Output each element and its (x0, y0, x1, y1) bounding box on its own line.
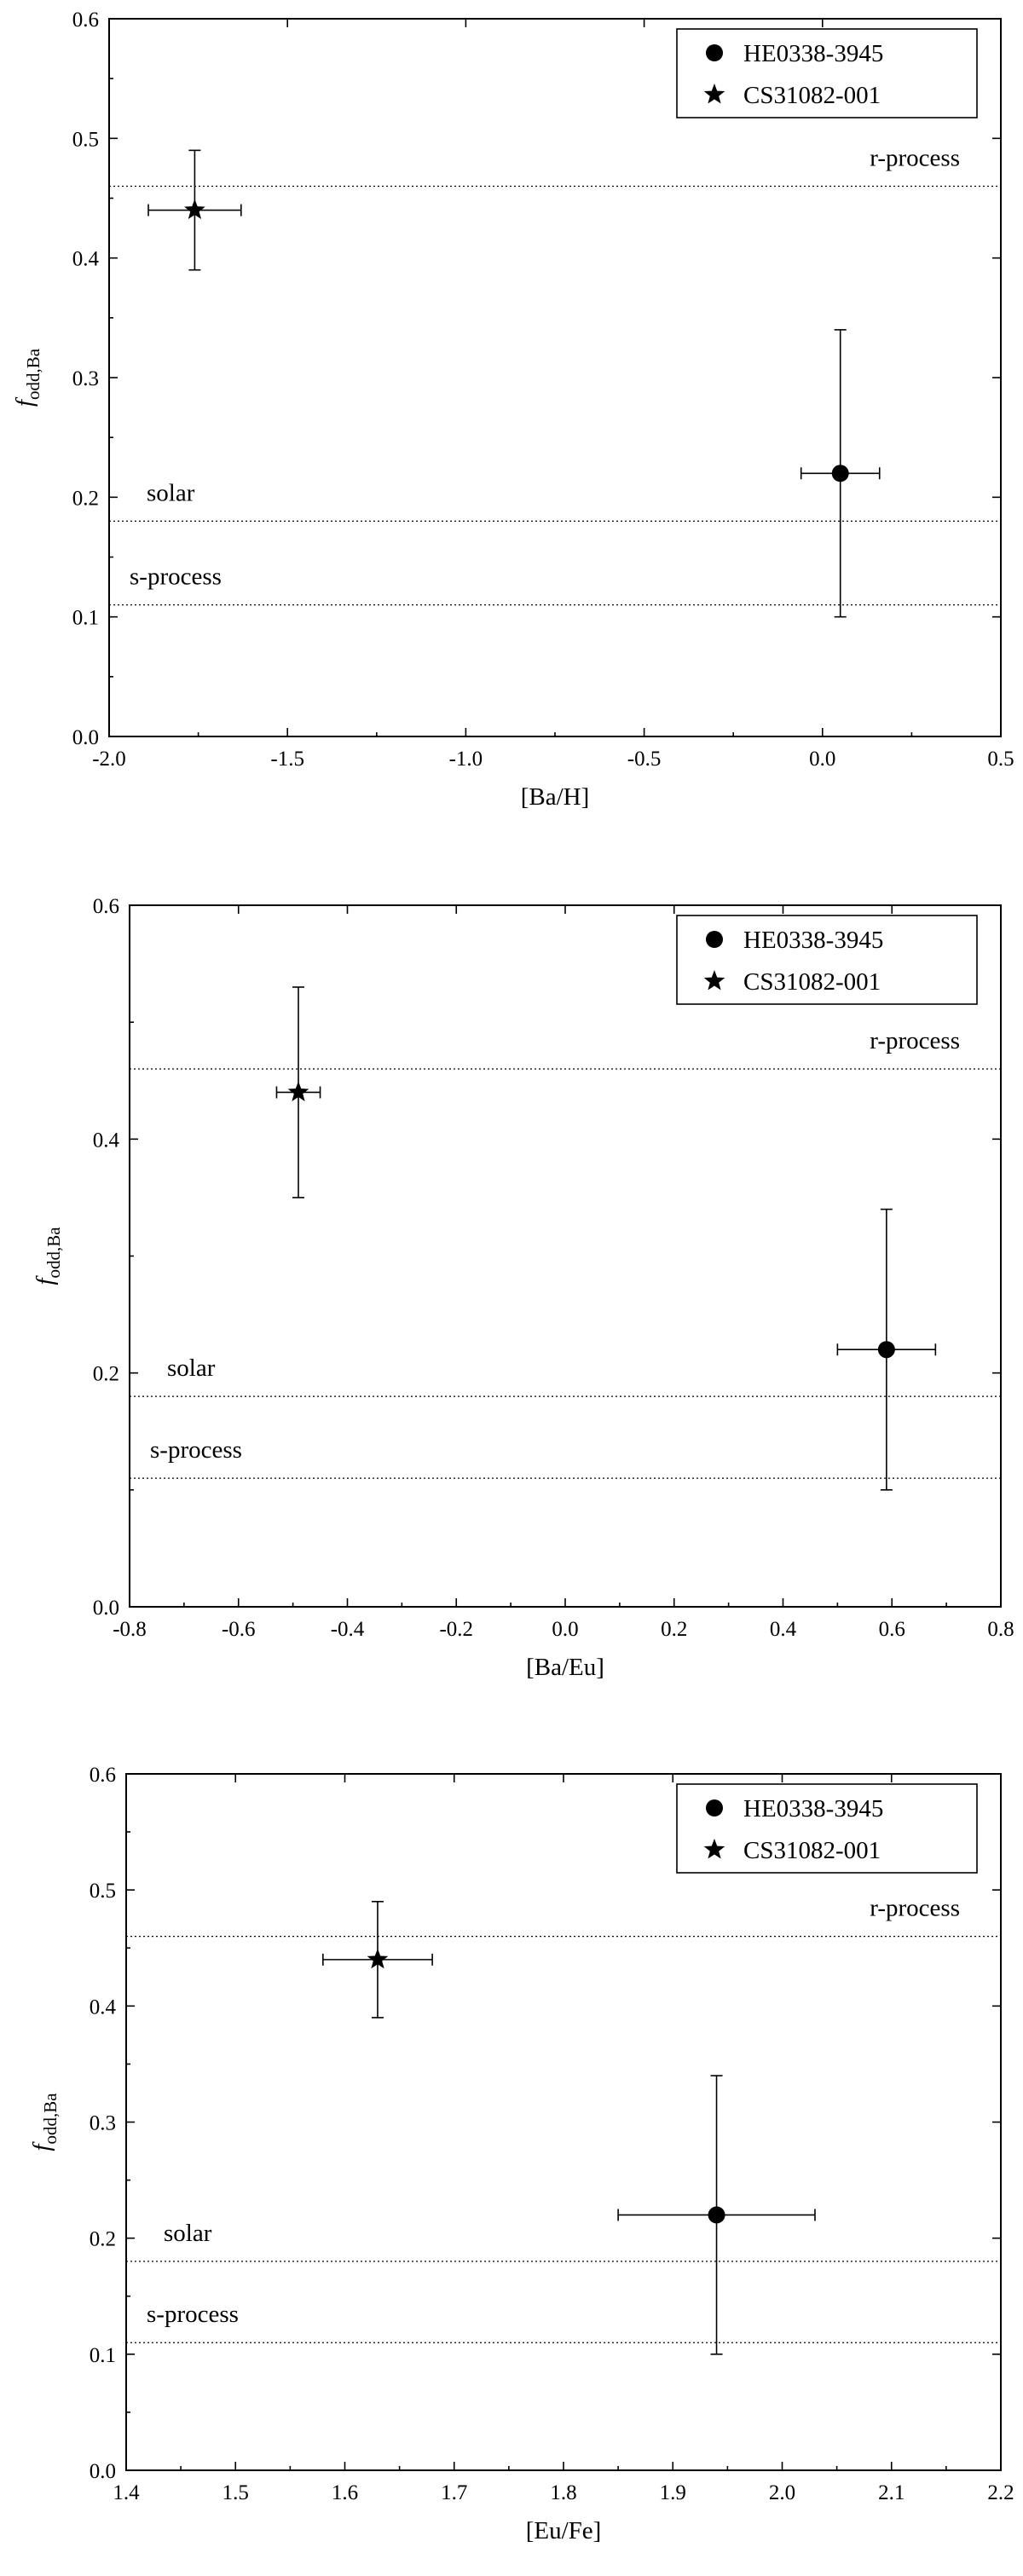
x-tick-label: 0.5 (987, 748, 1014, 771)
y-tick-label: 0.2 (93, 1363, 119, 1386)
legend-box (676, 1783, 978, 1874)
x-tick-label: 1.6 (332, 2481, 358, 2504)
y-axis-label: fodd,Ba (32, 1227, 64, 1285)
y-tick-label: 0.4 (93, 1129, 120, 1152)
legend-entry: CS31082-001 (743, 82, 881, 109)
legend-star-icon (703, 1839, 725, 1859)
circle-marker (831, 465, 849, 482)
legend: HE0338-3945 CS31082-001 (676, 915, 978, 1005)
y-tick-label: 0.0 (90, 2460, 116, 2483)
x-tick-label: -0.4 (331, 1618, 365, 1641)
legend: HE0338-3945 CS31082-001 (676, 1783, 978, 1874)
y-tick-label: 0.0 (72, 726, 99, 749)
x-axis-label: [Ba/Eu] (526, 1654, 604, 1681)
reference-label-r-process: r-process (870, 1895, 960, 1922)
star-marker (287, 1081, 309, 1101)
x-tick-label: 0.0 (552, 1618, 578, 1641)
reference-label-r-process: r-process (870, 1027, 960, 1054)
legend-circle-icon (706, 931, 723, 948)
y-axis-label: fodd,Ba (28, 2093, 61, 2151)
x-tick-label: -2.0 (92, 748, 126, 771)
y-tick-label: 0.1 (90, 2344, 116, 2367)
plot-frame (129, 904, 1002, 1608)
legend-entry: HE0338-3945 (743, 40, 883, 67)
reference-label-s-process: s-process (130, 563, 222, 591)
reference-label-solar: solar (164, 2220, 212, 2247)
x-tick-label: 1.8 (550, 2481, 576, 2504)
reference-label-s-process: s-process (147, 2301, 239, 2328)
data-point-HE0338-3945 (836, 1208, 937, 1491)
y-tick-label: 0.2 (90, 2228, 116, 2251)
legend-circle-icon (706, 1799, 723, 1816)
y-tick-label: 0.4 (90, 1996, 117, 2019)
y-tick-label: 0.3 (90, 2112, 116, 2135)
chart-2: -0.8 -0.6 -0.4 -0.2 0.0 0.2 0.4 0.6 0.8 0.0 0.2 0.4… (32, 895, 1014, 1681)
y-tick-label: 0.6 (72, 9, 99, 32)
reference-label-r-process: r-process (870, 144, 960, 171)
data-point-HE0338-3945 (617, 2075, 816, 2355)
legend-box (676, 28, 978, 118)
plot-frame (125, 1773, 1002, 2471)
x-tick-label: -0.2 (439, 1618, 473, 1641)
y-axis-label-sub: odd,Ba (40, 2093, 61, 2145)
legend-star-icon (703, 84, 725, 104)
y-axis-label: fodd,Ba (11, 348, 43, 407)
x-tick-label: -0.8 (113, 1618, 147, 1641)
data-point-CS31082-001 (322, 1900, 433, 2019)
x-tick-label: 1.9 (660, 2481, 686, 2504)
x-axis-label: [Eu/Fe] (526, 2517, 602, 2544)
circle-marker (877, 1341, 895, 1359)
x-tick-label: -0.6 (222, 1618, 256, 1641)
data-point-HE0338-3945 (800, 329, 881, 618)
x-tick-label: 2.2 (987, 2481, 1014, 2504)
x-tick-label: -1.0 (449, 748, 483, 771)
x-axis-label: [Ba/H] (521, 783, 590, 811)
reference-label-s-process: s-process (150, 1436, 242, 1464)
y-tick-label: 0.5 (90, 1880, 116, 1903)
y-tick-label: 0.2 (72, 487, 99, 510)
legend-entry: CS31082-001 (743, 968, 881, 996)
x-tick-label: 1.4 (113, 2481, 140, 2504)
x-tick-label: 0.8 (987, 1618, 1014, 1641)
reference-label-solar: solar (147, 479, 195, 506)
y-tick-label: 0.4 (72, 248, 100, 271)
y-tick-label: 0.1 (72, 607, 99, 630)
data-point-CS31082-001 (275, 986, 321, 1198)
legend-entry: HE0338-3945 (743, 927, 883, 954)
y-tick-label: 0.6 (90, 1764, 116, 1787)
legend-entry: HE0338-3945 (743, 1795, 883, 1822)
x-tick-label: 0.0 (809, 748, 835, 771)
x-tick-label: 2.0 (769, 2481, 795, 2504)
star-marker (367, 1948, 389, 1969)
x-tick-label: 2.1 (878, 2481, 905, 2504)
legend-entry: CS31082-001 (743, 1837, 881, 1864)
star-marker (184, 199, 205, 220)
y-tick-label: 0.5 (72, 128, 99, 151)
x-tick-label: 1.5 (223, 2481, 249, 2504)
legend-star-icon (703, 970, 725, 991)
legend-circle-icon (706, 44, 723, 61)
chart-3: 1.4 1.5 1.6 1.7 1.8 1.9 2.0 2.1 2.2 0.0 0.1 0.2 0.3 0… (28, 1764, 1014, 2544)
chart-1: -2.0 -1.5 -1.0 -0.5 0.0 0.5 0.0 0.1 0.2 0.3 0.4 0.5… (11, 9, 1014, 811)
reference-label-solar: solar (167, 1354, 216, 1382)
y-axis-label-sub: odd,Ba (43, 1227, 64, 1279)
x-tick-label: 1.7 (441, 2481, 467, 2504)
legend-box (676, 915, 978, 1005)
x-tick-label: 0.6 (879, 1618, 905, 1641)
data-point-CS31082-001 (147, 149, 242, 271)
x-tick-label: 0.4 (770, 1618, 797, 1641)
x-tick-label: -0.5 (627, 748, 662, 771)
y-tick-label: 0.6 (93, 895, 119, 918)
y-tick-label: 0.3 (72, 367, 99, 390)
plot-frame (108, 18, 1002, 737)
y-tick-label: 0.0 (93, 1597, 119, 1620)
legend: HE0338-3945 CS31082-001 (676, 28, 978, 118)
y-axis-label-sub: odd,Ba (23, 348, 43, 400)
x-tick-label: 0.2 (661, 1618, 687, 1641)
circle-marker (708, 2206, 725, 2224)
x-tick-label: -1.5 (270, 748, 304, 771)
